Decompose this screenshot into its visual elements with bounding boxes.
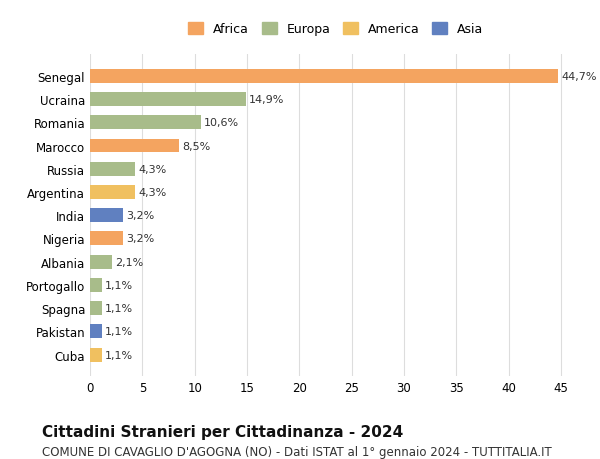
Text: 4,3%: 4,3% [138,164,166,174]
Bar [90,70,558,84]
Text: 1,1%: 1,1% [104,327,133,336]
Bar [90,348,101,362]
Text: 14,9%: 14,9% [249,95,284,105]
Bar [90,116,201,130]
Text: 8,5%: 8,5% [182,141,211,151]
Text: 1,1%: 1,1% [104,280,133,290]
Text: 3,2%: 3,2% [127,211,155,221]
Bar [90,209,124,223]
Text: 3,2%: 3,2% [127,234,155,244]
Text: 1,1%: 1,1% [104,350,133,360]
Legend: Africa, Europa, America, Asia: Africa, Europa, America, Asia [185,20,487,40]
Bar [90,232,124,246]
Bar [90,185,135,200]
Text: 44,7%: 44,7% [561,72,596,82]
Text: COMUNE DI CAVAGLIO D'AGOGNA (NO) - Dati ISTAT al 1° gennaio 2024 - TUTTITALIA.IT: COMUNE DI CAVAGLIO D'AGOGNA (NO) - Dati … [42,445,552,458]
Text: 10,6%: 10,6% [204,118,239,128]
Text: 4,3%: 4,3% [138,188,166,197]
Text: 2,1%: 2,1% [115,257,143,267]
Bar [90,255,112,269]
Text: Cittadini Stranieri per Cittadinanza - 2024: Cittadini Stranieri per Cittadinanza - 2… [42,425,403,440]
Bar [90,93,246,107]
Bar [90,325,101,339]
Bar [90,302,101,315]
Bar [90,139,179,153]
Text: 1,1%: 1,1% [104,303,133,313]
Bar [90,278,101,292]
Bar [90,162,135,176]
